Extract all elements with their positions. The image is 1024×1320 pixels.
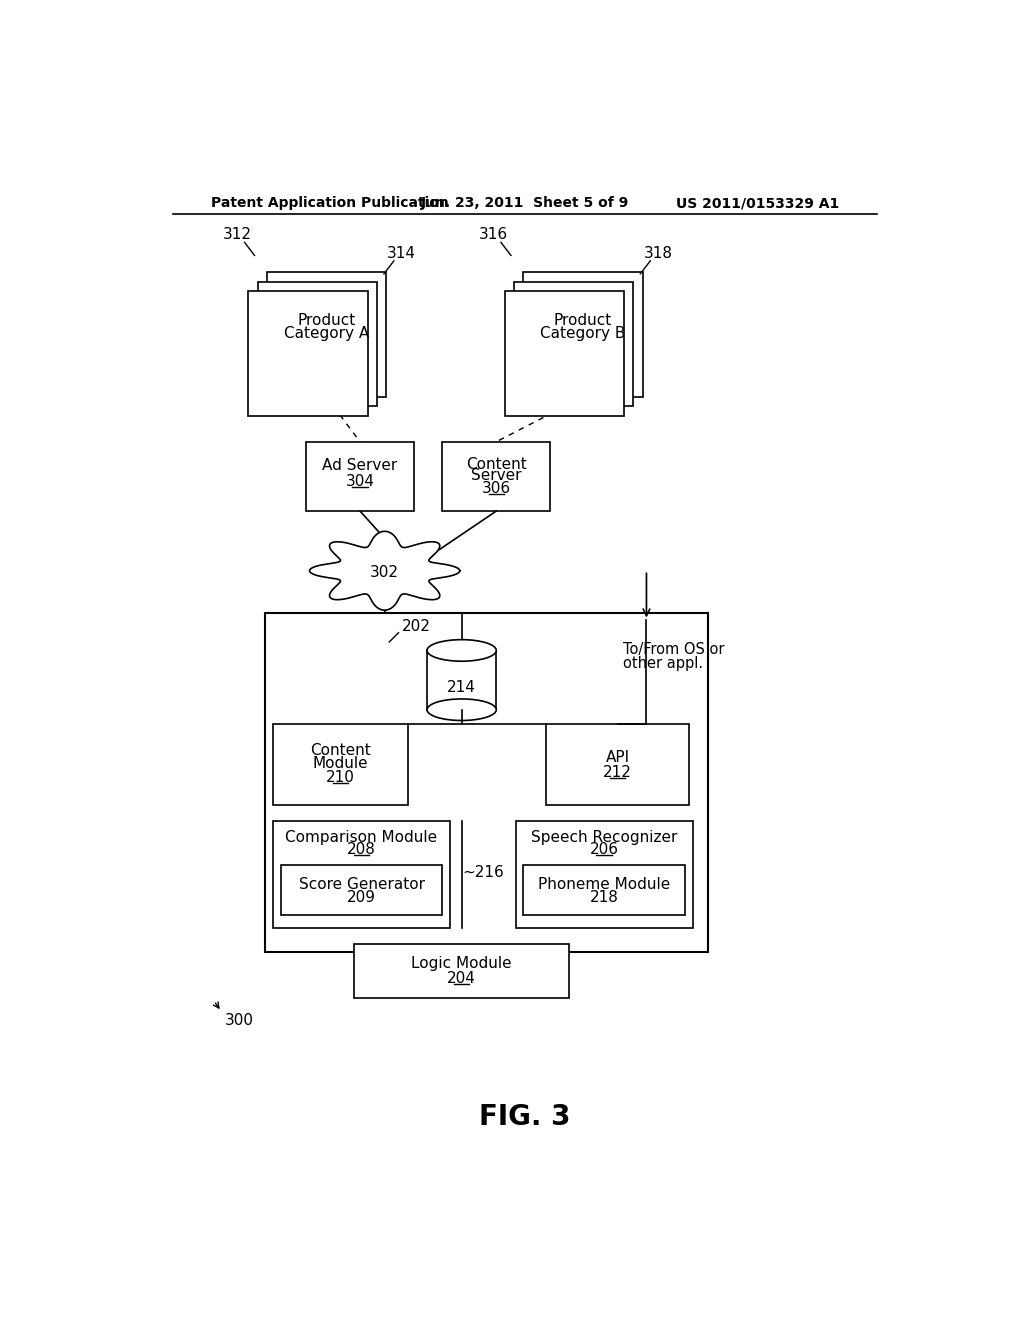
Bar [306,442,414,511]
Text: Module: Module [312,756,369,771]
Ellipse shape [427,700,497,721]
Bar [514,281,634,407]
Text: API: API [605,750,630,764]
Text: Patent Application Publication: Patent Application Publication [211,197,450,210]
Text: FIG. 3: FIG. 3 [479,1104,570,1131]
Bar [258,281,377,407]
Ellipse shape [427,640,497,661]
Bar [523,272,643,397]
Text: To/From OS or: To/From OS or [624,642,725,657]
Text: Product: Product [297,313,355,329]
Text: 208: 208 [347,842,376,858]
Text: 204: 204 [447,972,476,986]
Text: Logic Module: Logic Module [412,956,512,970]
Text: Content: Content [466,457,526,471]
Bar [547,725,689,805]
Text: 210: 210 [326,771,355,785]
Bar [273,725,408,805]
Text: Server: Server [471,469,521,483]
Bar [267,272,386,397]
Text: 212: 212 [603,766,632,780]
Bar [427,651,497,710]
Text: 206: 206 [590,842,618,858]
Text: Comparison Module: Comparison Module [286,830,437,845]
Bar [281,866,442,915]
Polygon shape [309,531,460,610]
Text: ~216: ~216 [462,866,504,880]
Text: Ad Server: Ad Server [323,458,397,473]
Bar [505,290,625,416]
Text: Score Generator: Score Generator [299,876,425,891]
Text: Content: Content [310,743,371,759]
Text: Category A: Category A [284,326,369,341]
Text: 316: 316 [478,227,508,242]
Bar [523,866,685,915]
Bar [354,944,569,998]
Text: 300: 300 [224,1014,254,1028]
Text: 312: 312 [222,227,251,242]
Bar [515,821,692,928]
Bar [442,442,550,511]
Text: 308: 308 [312,341,341,355]
Text: other appl.: other appl. [624,656,703,671]
Text: 310: 310 [568,341,597,355]
Text: 304: 304 [345,474,375,488]
Text: 306: 306 [481,482,511,496]
Text: 202: 202 [401,619,430,634]
Text: Speech Recognizer: Speech Recognizer [530,830,677,845]
Text: Jun. 23, 2011  Sheet 5 of 9: Jun. 23, 2011 Sheet 5 of 9 [421,197,629,210]
Text: 209: 209 [347,891,376,906]
Text: Product: Product [554,313,612,329]
Bar [265,612,708,952]
Bar [273,821,451,928]
Text: US 2011/0153329 A1: US 2011/0153329 A1 [676,197,839,210]
Text: Category B: Category B [541,326,626,341]
Bar [249,290,368,416]
Text: 214: 214 [447,680,476,696]
Text: 318: 318 [643,246,673,260]
Text: 314: 314 [387,246,416,260]
Text: Phoneme Module: Phoneme Module [538,876,671,891]
Text: 302: 302 [370,565,399,579]
Text: 218: 218 [590,891,618,906]
